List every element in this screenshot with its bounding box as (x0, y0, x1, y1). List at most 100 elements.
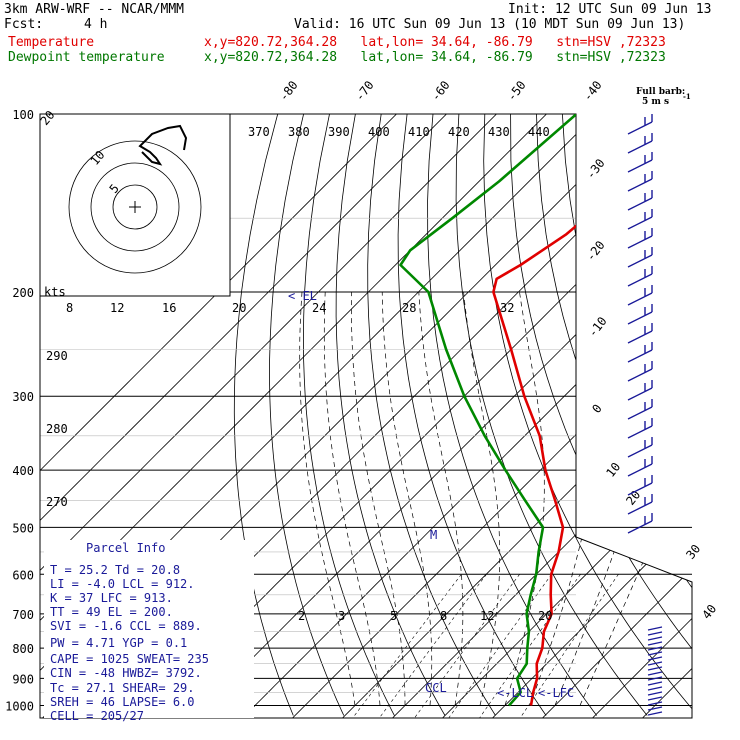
parcel-row: CAPE = 1025 SWEAT= 235 (50, 652, 209, 666)
wind-barb (647, 701, 663, 706)
parcel-row: CIN = -48 HWBZ= 3792. (50, 666, 202, 680)
wind-barb (627, 285, 653, 306)
isotherm-line (693, 114, 740, 718)
dewpoint-point-info: x,y=820.72,364.28 lat,lon= 34.64, -86.79… (204, 50, 666, 65)
hodograph-ring (68, 140, 202, 274)
pressure-tick-label: 400 (12, 464, 34, 478)
isotherm-label: -80 (276, 78, 300, 104)
mixing-ratio-line (352, 574, 462, 718)
isotherm-label: -20 (583, 238, 607, 264)
parcel-row: K = 37 LFC = 913. (50, 591, 173, 605)
parcel-row: PW = 4.71 YGP = 0.1 (50, 636, 187, 650)
hodograph-ring (112, 184, 158, 230)
diagram-background-lines (40, 114, 740, 718)
isotherm-line (342, 114, 692, 718)
speed-scale-label: 16 (162, 301, 176, 315)
wind-barb (627, 418, 653, 439)
wind-barb-staff (627, 425, 653, 439)
wind-barb (627, 456, 653, 477)
moist-adiabat-line (323, 291, 381, 706)
wind-barb (647, 676, 663, 681)
lcl-marker: <-LCL (497, 686, 533, 700)
el-marker: < EL (288, 289, 317, 303)
barb-legend-line2: 5 m s (642, 97, 669, 107)
wind-barb-staff (627, 197, 653, 211)
moist-adiabat-line (299, 291, 356, 706)
wind-barb (627, 494, 653, 515)
dry-adiabat-line (427, 114, 598, 716)
speed-scale-label: 20 (232, 301, 246, 315)
parcel-row: SREH = 46 LAPSE= 6.0 (50, 695, 195, 709)
isotherm-line (642, 114, 692, 718)
wind-barb-staff (627, 463, 653, 477)
wind-barb (647, 656, 663, 661)
wind-barb-staff (627, 140, 653, 154)
isotherm-label: -10 (585, 314, 609, 340)
isotherm-line (40, 114, 447, 718)
wind-barb (627, 475, 653, 496)
init-time: Init: 12 UTC Sun 09 Jun 13 (508, 2, 712, 17)
mixing-ratio-label: 5 (390, 609, 397, 623)
dry-adiabat-line (335, 114, 446, 716)
pressure-tick-label: 900 (12, 672, 34, 686)
dry-adiabat-line (587, 114, 692, 716)
moist-adiabat-line (579, 291, 692, 706)
moist-adiabat-line (418, 291, 464, 706)
wind-barb-staff (627, 254, 653, 268)
barb-legend-sup: -1 (683, 92, 691, 101)
wind-barb-staff (627, 178, 653, 192)
dry-adiabat-line (691, 114, 692, 716)
wind-barb (647, 681, 663, 686)
wind-barb (647, 696, 663, 701)
parcel-row: LI = -4.0 LCL = 912. (50, 577, 195, 591)
wind-barb-staff (627, 482, 653, 496)
dry-adiabat-line (718, 114, 740, 716)
wind-barb (647, 651, 663, 656)
dry-adiabat-line (269, 114, 345, 716)
pressure-tick-label: 1000 (5, 699, 34, 713)
barb-legend-line1: Full barb: (636, 87, 685, 97)
wind-barb (647, 641, 663, 646)
pressure-tick-label: 100 (12, 108, 34, 122)
parcel-row: SVI = -1.6 CCL = 889. (50, 619, 202, 633)
wind-barb-staff (627, 349, 653, 363)
wind-barb (627, 228, 653, 249)
wind-barb-staff (627, 121, 653, 135)
pressure-tick-label: 200 (12, 286, 34, 300)
isotherm-line (592, 114, 692, 718)
dry-adiabat-line (455, 114, 648, 716)
mixing-ratio-label: 2 (298, 609, 305, 623)
wind-barb (627, 171, 653, 192)
dry-adiabat-line (302, 114, 395, 716)
mixing-ratio-line (379, 574, 487, 718)
dry-adiabat-line (562, 114, 692, 716)
hodograph-kts-label: kts (44, 285, 66, 299)
wind-barb-staff (627, 311, 653, 325)
wind-barb (647, 661, 663, 666)
isotherm-label: -40 (580, 78, 604, 104)
wind-barb (627, 437, 653, 458)
theta-label: 420 (448, 125, 470, 139)
isotherm-line (242, 114, 692, 718)
mixing-ratio-label: 3 (338, 609, 345, 623)
wind-barb (627, 513, 653, 534)
temperature-legend: Temperature (8, 35, 95, 50)
isotherm-label: 40 (699, 602, 719, 622)
wind-barb (647, 706, 663, 711)
wind-barb (627, 399, 653, 420)
wind-barb (627, 266, 653, 287)
dry-adiabat-line (367, 114, 496, 716)
wind-barb (627, 247, 653, 268)
parcel-row: CELL = 205/27 (50, 709, 144, 723)
mixing-ratio-label: 20 (538, 609, 552, 623)
wind-barb-staff (627, 368, 653, 382)
wind-barb (627, 190, 653, 211)
wind-barb-staff (627, 387, 653, 401)
isotherm-label: -60 (428, 78, 452, 104)
speed-scale-label: 28 (402, 301, 416, 315)
theta-label: 390 (328, 125, 350, 139)
speed-scale-label: 12 (110, 301, 124, 315)
wind-barb (627, 323, 653, 344)
